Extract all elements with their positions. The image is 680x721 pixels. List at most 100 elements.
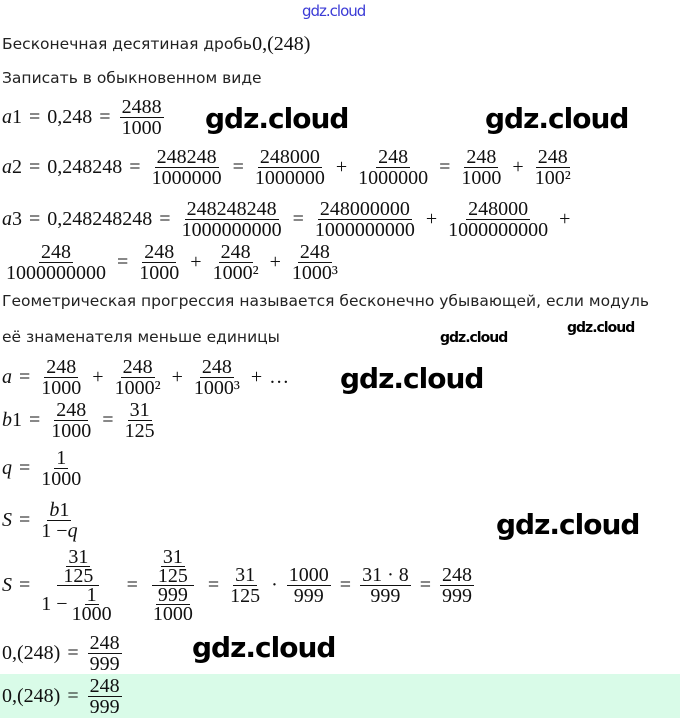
math-operator: + [250,365,263,388]
fraction: 248 999 [87,631,122,674]
fraction: 248 1000 [459,147,503,188]
fraction: 1 1000 [70,583,114,624]
fraction: 248 100² [533,147,573,188]
math-subscript: 2 [12,155,22,178]
line-answer: 0,(248) = 248 999 [2,671,124,721]
math-variable: S [2,573,12,596]
math-operator: = [102,408,114,431]
math-operator: = [29,207,41,230]
fraction: 248 1000 [49,400,93,441]
numerator: 31 [160,545,185,568]
line-a3-cont: 248 1000000000 = 248 1000 +248 1000² +248 1000³ [2,237,342,287]
denominator: 1000 [139,261,180,284]
denominator: 1000000 [151,166,222,189]
math-operator: = [207,573,220,596]
numerator: 248 [44,355,79,378]
math-operator: = [232,155,244,178]
math-operator: = [292,207,304,230]
fraction: 248 1000³ [192,357,242,398]
math-variable: a [2,365,12,388]
watermark: gdz.cloud [205,102,349,135]
fraction: 31 125 999 1000 [147,545,199,625]
watermark: gdz.cloud [302,2,366,20]
numerator: 248 [199,355,234,378]
watermark: gdz.cloud [496,508,640,541]
fraction: 31 125 [156,545,190,587]
math-operator: = [67,684,79,707]
math-operator: + [92,365,104,388]
fraction: 248 999 [87,676,122,718]
watermark: gdz.cloud [192,631,336,664]
watermark: gdz.cloud [340,362,484,395]
text: Записать в обыкновенном виде [2,69,262,87]
watermark: gdz.cloud [485,102,629,135]
math-operator: = [439,155,451,178]
math-variable: q [67,519,78,542]
line-task: Записать в обыкновенном виде [2,53,262,103]
denominator: 125 [157,564,188,587]
math-operator: = [29,155,41,178]
math-subscript: 1 [12,105,22,128]
numerator: 248000 [257,145,322,168]
line-series: a = 248 1000 +248 1000² +248 1000³ +… [2,352,289,402]
fraction: 248248 1000000 [150,147,224,188]
numerator: 248 [440,563,475,586]
fraction: 31 125 [123,400,157,441]
math-expression: 0,248248248 [47,207,153,230]
math-operator: + [559,207,571,230]
fraction: 248 1000000000 [4,242,108,283]
numerator: 248 [87,631,122,654]
numerator: 248 [297,240,332,263]
numerator: 248 [39,240,73,263]
denominator: 1000 [461,166,502,189]
denominator: 1000 [51,419,92,442]
fraction: 248000000 1000000000 [313,199,417,240]
denominator: 1000 [121,116,162,139]
math-operator: = [159,207,171,230]
denominator: 999 [89,695,120,718]
denominator: 100² [534,166,571,189]
fraction: 999 1000 [151,583,195,625]
text: Геометрическая прогрессия называется бес… [2,292,650,310]
math-expression: … [269,365,290,388]
numerator: 999 [155,583,190,606]
math-expression: 1 − [41,593,68,615]
math-variable: q [2,456,12,479]
math-operator: = [19,573,31,596]
denominator: 1000 [41,467,82,490]
math-subscript: 1 [59,498,70,521]
math-variable: a [2,207,12,230]
denominator: 1000³ [193,376,240,399]
math-variable: b [2,408,12,431]
fraction: 248248248 1000000000 [180,199,284,240]
fraction: 31 125 [228,565,262,606]
math-operator: = [29,105,41,128]
math-subscript: 1 [12,408,22,431]
numerator: 248 [142,240,177,263]
math-operator: = [29,408,41,431]
denominator: 1000000 [254,166,325,189]
denominator: 1000 [152,602,193,625]
math-operator: = [19,365,31,388]
math-expression: 0,248 [47,105,93,128]
denominator: 125 [63,564,94,587]
math-operator: · [271,573,278,596]
watermark: gdz.cloud [440,330,508,346]
line-b1: b 1 = 248 1000 = 31 125 [2,395,159,445]
fraction: 31 125 [61,545,95,587]
numerator: 31 125 [57,545,100,587]
numerator: 2488 [119,95,164,118]
math-operator: = [419,573,432,596]
math-operator: + [269,250,281,273]
denominator: 1000000 [358,166,429,189]
denominator: 125 [230,584,261,607]
math-variable: b [49,498,60,521]
math-operator: + [335,155,348,178]
numerator: 31 [66,545,91,568]
numerator: 1000 [286,563,331,586]
math-subscript: 3 [12,207,22,230]
math-operator: = [117,250,129,273]
numerator: 1 [84,583,99,606]
numerator: 248248 [154,145,219,168]
